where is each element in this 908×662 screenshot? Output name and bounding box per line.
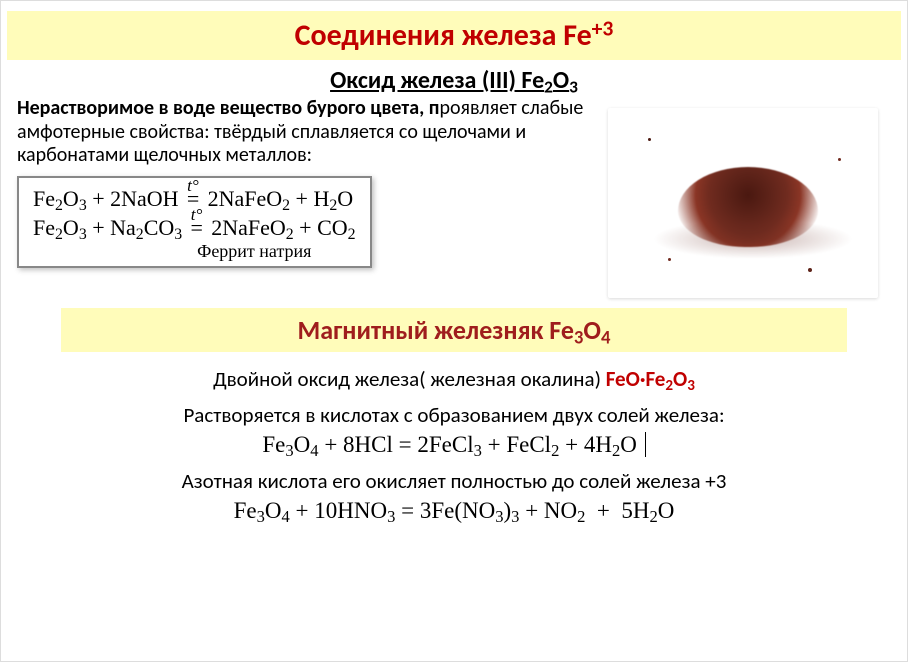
equation-box: Fe2O3 + 2NaOH =t° 2NaFeO2 + H2O Fe2O3 + … <box>17 176 372 268</box>
banner-magnetite: Магнитный железняк Fe3O4 <box>61 308 847 352</box>
speck <box>838 158 841 161</box>
speck <box>668 258 671 261</box>
iron-oxide-photo <box>608 108 878 298</box>
banner-compounds-fe3: Соединения железа Fe+3 <box>7 11 901 60</box>
subtitle-oxide-fe2o3: Оксид железа (III) Fe2O3 <box>1 66 907 95</box>
paragraph-amphoteric: Нерастворимое в воде вещество бурого цве… <box>1 97 633 168</box>
line-double-oxide: Двойной оксид железа( железная окалина) … <box>1 366 907 392</box>
banner2-text: Магнитный железняк Fe3O4 <box>298 314 611 346</box>
paragraph-bold: Нерастворимое в воде вещество бурого цве… <box>17 96 439 120</box>
equation-2-annotation: Феррит натрия <box>153 241 356 262</box>
double-oxide-formula: FeO·Fe2O3 <box>606 366 695 392</box>
equation-4: Fe3O4 + 10HNO3 = 3Fe(NO3)3 + NO2 + 5H2O <box>1 498 907 524</box>
equation-2: Fe2O3 + Na2CO3 =t° 2NaFeO2 + CO2 <box>33 213 356 243</box>
banner-text: Соединения железа Fe+3 <box>295 17 614 54</box>
speck <box>808 268 812 272</box>
double-oxide-text: Двойной оксид железа( железная окалина) <box>213 366 606 392</box>
line-nitric: Азотная кислота его окисляет полностью д… <box>1 468 907 494</box>
line-dissolve: Растворяется в кислотах с образованием д… <box>1 402 907 428</box>
speck <box>648 138 651 141</box>
powder-pile <box>678 167 818 247</box>
equation-3: Fe3O4 + 8HCl = 2FeCl3 + FeCl2 + 4H2O <box>1 432 907 458</box>
